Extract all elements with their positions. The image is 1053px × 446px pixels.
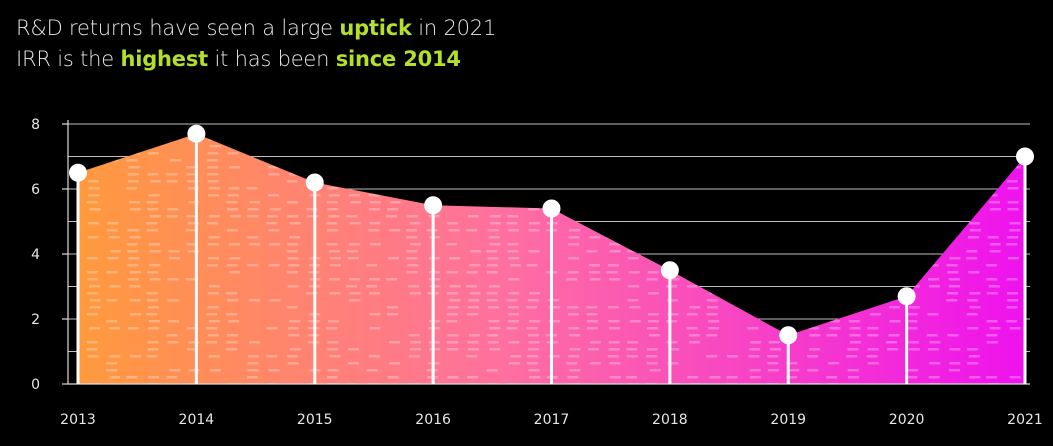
y-tick-label: 2 — [31, 312, 40, 328]
data-point-2013[interactable] — [69, 163, 87, 384]
title-pre: R&D returns have seen a large — [16, 16, 340, 40]
data-point-2015[interactable] — [305, 173, 324, 385]
data-markers — [69, 124, 1034, 385]
x-tick-label: 2016 — [415, 412, 451, 428]
data-point-2017[interactable] — [542, 199, 561, 385]
data-point-2016[interactable] — [424, 196, 443, 384]
chart-title: R&D returns have seen a large uptick in … — [16, 16, 496, 40]
subtitle-emphasis-highest: highest — [120, 47, 208, 71]
title-emphasis-uptick: uptick — [339, 16, 412, 40]
x-tick-label: 2014 — [179, 412, 215, 428]
data-point-2018[interactable] — [660, 261, 679, 384]
y-tick-label: 4 — [31, 247, 40, 263]
x-tick-label: 2015 — [297, 412, 333, 428]
y-tick-label: 6 — [31, 182, 40, 198]
x-tick-label: 2013 — [60, 412, 96, 428]
data-point-2020[interactable] — [897, 287, 916, 384]
subtitle-emphasis-since: since 2014 — [335, 47, 461, 71]
x-tick-label: 2020 — [889, 412, 925, 428]
data-point-2021[interactable] — [1016, 147, 1034, 385]
title-post: in 2021 — [411, 16, 497, 40]
y-tick-label: 8 — [31, 117, 40, 133]
axes: 0 2 4 6 8 2013 2014 2015 2016 2017 2018 2019 2020 202… — [31, 117, 1043, 428]
x-tick-label: 2018 — [652, 412, 688, 428]
data-point-2019[interactable] — [779, 326, 798, 384]
x-tick-label: 2019 — [770, 412, 806, 428]
y-tick-label: 0 — [31, 377, 40, 393]
x-tick-label: 2021 — [1007, 412, 1043, 428]
data-point-2014[interactable] — [187, 124, 206, 384]
subtitle-pre: IRR is the — [16, 47, 121, 71]
subtitle-mid: it has been — [207, 47, 336, 71]
x-tick-label: 2017 — [534, 412, 570, 428]
chart-subtitle: IRR is the highest it has been since 201… — [16, 47, 461, 71]
